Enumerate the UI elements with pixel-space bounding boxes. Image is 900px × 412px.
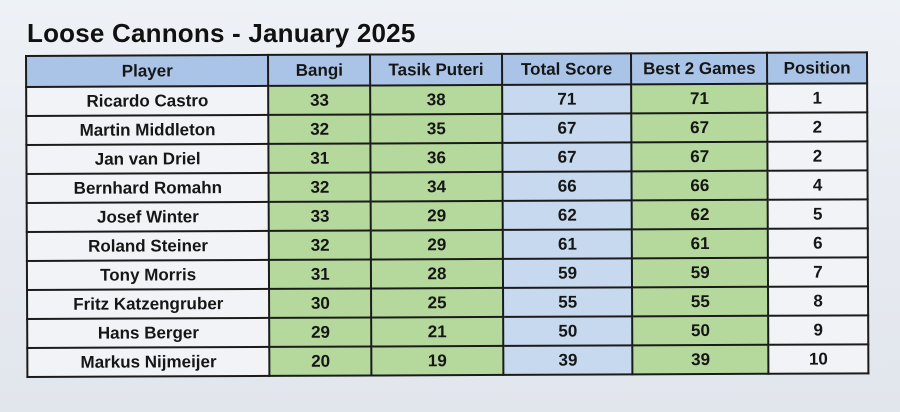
player-name: Ricardo Castro (26, 85, 269, 116)
best-2-games-score: 62 (632, 199, 768, 230)
tasik-puteri-score: 35 (370, 113, 503, 144)
total-score: 39 (503, 345, 633, 375)
total-score: 66 (502, 171, 633, 201)
table-row: Bernhard Romahn 32 34 66 66 4 (26, 170, 868, 203)
player-name: Jan van Driel (26, 143, 269, 174)
position: 4 (767, 170, 868, 200)
bangi-score: 32 (268, 114, 371, 144)
best-2-games-score: 67 (631, 112, 768, 143)
position: 9 (768, 315, 869, 345)
tasik-puteri-score: 28 (371, 258, 503, 289)
table-row: Martin Middleton 32 35 67 67 2 (26, 112, 868, 145)
table-row: Hans Berger 29 21 50 50 9 (27, 315, 869, 348)
total-score: 61 (502, 229, 633, 259)
bangi-score: 30 (269, 288, 372, 318)
player-name: Tony Morris (26, 259, 270, 290)
total-score: 67 (502, 113, 632, 143)
table-row: Jan van Driel 31 36 67 67 2 (26, 141, 868, 174)
table-row: Josef Winter 33 29 62 62 5 (26, 199, 868, 232)
position: 2 (767, 141, 868, 171)
table-row: Fritz Katzengruber 30 25 55 55 8 (27, 286, 869, 319)
position: 6 (767, 228, 868, 258)
player-name: Martin Middleton (26, 114, 269, 145)
position: 8 (768, 286, 869, 316)
total-score: 71 (501, 84, 632, 114)
total-score: 59 (502, 258, 633, 288)
tasik-puteri-score: 21 (371, 316, 504, 347)
column-header-best-2-games: Best 2 Games (631, 52, 768, 85)
tasik-puteri-score: 19 (371, 345, 504, 376)
best-2-games-score: 61 (632, 228, 769, 259)
total-score: 55 (502, 287, 633, 317)
best-2-games-score: 59 (632, 257, 769, 288)
bangi-score: 33 (268, 85, 371, 115)
player-name: Josef Winter (26, 201, 270, 232)
best-2-games-score: 67 (631, 141, 768, 172)
position: 10 (768, 344, 869, 374)
player-name: Roland Steiner (26, 230, 270, 261)
page-title: Loose Cannons - January 2025 (27, 18, 416, 48)
header-row: Player Bangi Tasik Puteri Total Score Be… (26, 52, 868, 87)
position: 5 (767, 199, 868, 229)
column-header-player: Player (26, 54, 269, 87)
total-score: 67 (502, 142, 632, 172)
total-score: 50 (502, 316, 633, 346)
table-row: Roland Steiner 32 29 61 61 6 (26, 228, 868, 261)
tasik-puteri-score: 25 (371, 287, 503, 318)
table-row: Tony Morris 31 28 59 59 7 (26, 257, 869, 290)
bangi-score: 33 (269, 201, 371, 231)
bangi-score: 32 (269, 230, 372, 260)
bangi-score: 32 (268, 172, 371, 202)
tasik-puteri-score: 29 (370, 229, 503, 260)
total-score: 62 (502, 200, 633, 230)
bangi-score: 20 (269, 346, 372, 376)
tasik-puteri-score: 36 (370, 142, 503, 173)
player-name: Bernhard Romahn (26, 172, 270, 203)
bangi-score: 29 (269, 317, 372, 347)
scores-table: Player Bangi Tasik Puteri Total Score Be… (25, 51, 869, 378)
table-row: Markus Nijmeijer 20 19 39 39 10 (27, 344, 869, 377)
best-2-games-score: 71 (631, 83, 768, 114)
tasik-puteri-score: 34 (370, 171, 503, 202)
column-header-tasik-puteri: Tasik Puteri (370, 53, 502, 86)
column-header-position: Position (767, 52, 868, 84)
table-row: Ricardo Castro 33 38 71 71 1 (26, 83, 868, 116)
player-name: Fritz Katzengruber (27, 288, 270, 319)
position: 7 (768, 257, 869, 287)
player-name: Hans Berger (27, 317, 270, 348)
bangi-score: 31 (269, 259, 372, 289)
column-header-total-score: Total Score (501, 53, 632, 85)
best-2-games-score: 50 (632, 315, 769, 346)
tasik-puteri-score: 38 (370, 84, 503, 115)
position: 1 (767, 83, 868, 113)
bangi-score: 31 (268, 143, 371, 173)
best-2-games-score: 39 (632, 344, 769, 375)
column-header-bangi: Bangi (268, 54, 371, 86)
best-2-games-score: 55 (632, 286, 769, 317)
position: 2 (767, 112, 868, 142)
tasik-puteri-score: 29 (370, 200, 503, 231)
best-2-games-score: 66 (631, 170, 768, 201)
player-name: Markus Nijmeijer (27, 346, 270, 377)
